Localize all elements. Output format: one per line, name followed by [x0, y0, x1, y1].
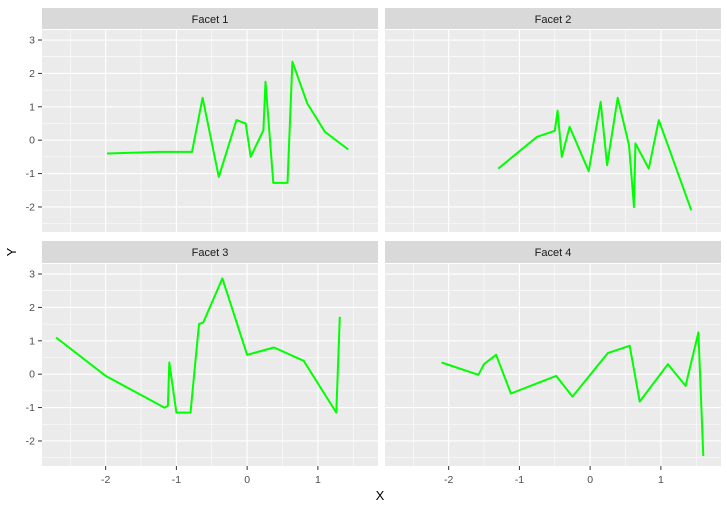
- facet-strip: [385, 8, 721, 29]
- x-tick-label: -1: [515, 474, 524, 486]
- x-tick-label: 1: [658, 474, 664, 486]
- x-tick-label: 0: [587, 474, 593, 486]
- facet-panel-4: Facet 4: [385, 241, 721, 466]
- facet-title: Facet 3: [192, 247, 229, 259]
- x-axis: -2 -1 0 1 -2 -1 0 1: [101, 466, 664, 486]
- facet-panels: Facet 1 Facet 2 Facet 3 Facet 4: [42, 8, 721, 466]
- facet-strip: [42, 8, 378, 29]
- y-tick-label: 2: [29, 302, 35, 314]
- y-tick-label: 2: [29, 68, 35, 80]
- facet-title: Facet 1: [192, 14, 229, 26]
- x-tick-label: 1: [315, 474, 321, 486]
- y-tick-label: -1: [26, 168, 35, 180]
- series-line: [55, 277, 341, 414]
- facet-panel-3: Facet 3: [42, 241, 378, 466]
- facet-title: Facet 4: [535, 247, 572, 259]
- x-tick-label: -1: [172, 474, 181, 486]
- y-tick-label: -2: [26, 435, 35, 447]
- y-axes: -2 -1 0 1 2 3 -2 -1 0 1 2 3: [26, 35, 42, 447]
- y-tick-label: 1: [29, 335, 35, 347]
- x-tick-label: 0: [244, 474, 250, 486]
- y-tick-label: 3: [29, 269, 35, 281]
- x-axis-title: X: [376, 488, 385, 503]
- panel-background: [42, 264, 378, 466]
- facet-panel-2: Facet 2: [385, 8, 721, 232]
- y-tick-label: 1: [29, 101, 35, 113]
- y-axis-title: Y: [4, 247, 19, 256]
- y-tick-label: 3: [29, 35, 35, 47]
- series-line: [497, 96, 693, 211]
- facet-title: Facet 2: [535, 14, 572, 26]
- y-tick-label: -2: [26, 201, 35, 213]
- x-tick-label: -2: [444, 474, 453, 486]
- series-line: [107, 60, 349, 184]
- facet-strip: [42, 241, 378, 263]
- y-tick-label: 0: [29, 369, 35, 381]
- y-tick-label: -1: [26, 402, 35, 414]
- series-line: [441, 331, 705, 457]
- panel-background: [385, 264, 721, 466]
- x-tick-label: -2: [101, 474, 110, 486]
- facet-strip: [385, 241, 721, 263]
- y-tick-label: 0: [29, 135, 35, 147]
- facet-panel-1: Facet 1: [42, 8, 378, 232]
